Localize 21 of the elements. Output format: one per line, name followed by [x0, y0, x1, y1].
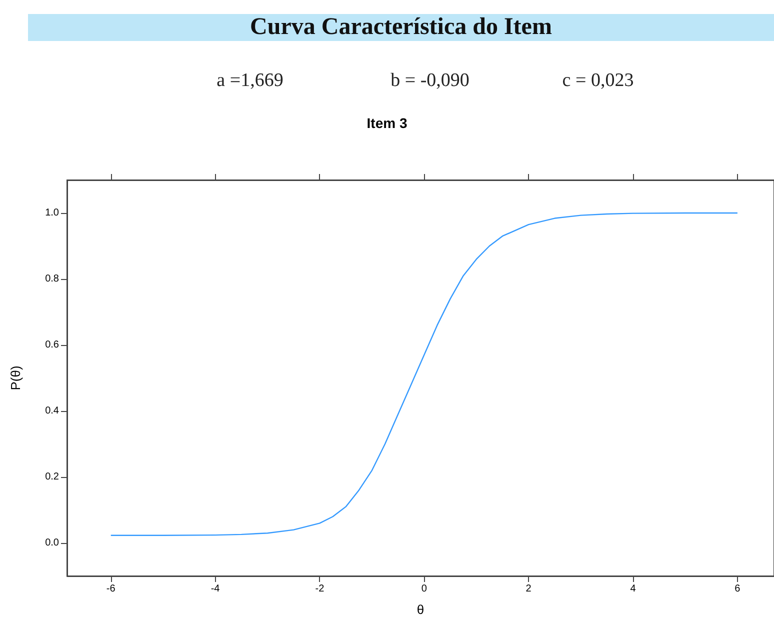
x-tick-label: 6	[734, 584, 741, 594]
x-axis-title: θ	[416, 602, 424, 617]
x-tick-label: -4	[210, 584, 220, 594]
y-tick-label: 0.0	[45, 538, 60, 548]
x-tick-label: 4	[630, 584, 636, 594]
y-tick-label: 0.8	[45, 274, 60, 284]
x-tick-label: 0	[421, 584, 428, 594]
line-series	[110, 212, 738, 536]
chart-title: Curva Característica do Item	[28, 14, 774, 41]
text: a =1,669	[216, 70, 284, 92]
x-tick-label: 2	[526, 584, 532, 594]
y-tick-label: 1.0	[45, 208, 60, 218]
text: c = 0,023	[562, 70, 634, 92]
y-tick-label: 0.4	[45, 406, 60, 416]
chart-subtitle: Item 3	[366, 115, 408, 131]
x-tick-label: -6	[106, 584, 116, 594]
y-tick-label: 0.6	[45, 340, 60, 350]
y-tick-label: 0.2	[45, 472, 60, 482]
text: b = -0,090	[390, 70, 470, 92]
x-tick-label: -2	[315, 584, 325, 594]
y-axis-title: P(θ)	[8, 366, 23, 390]
